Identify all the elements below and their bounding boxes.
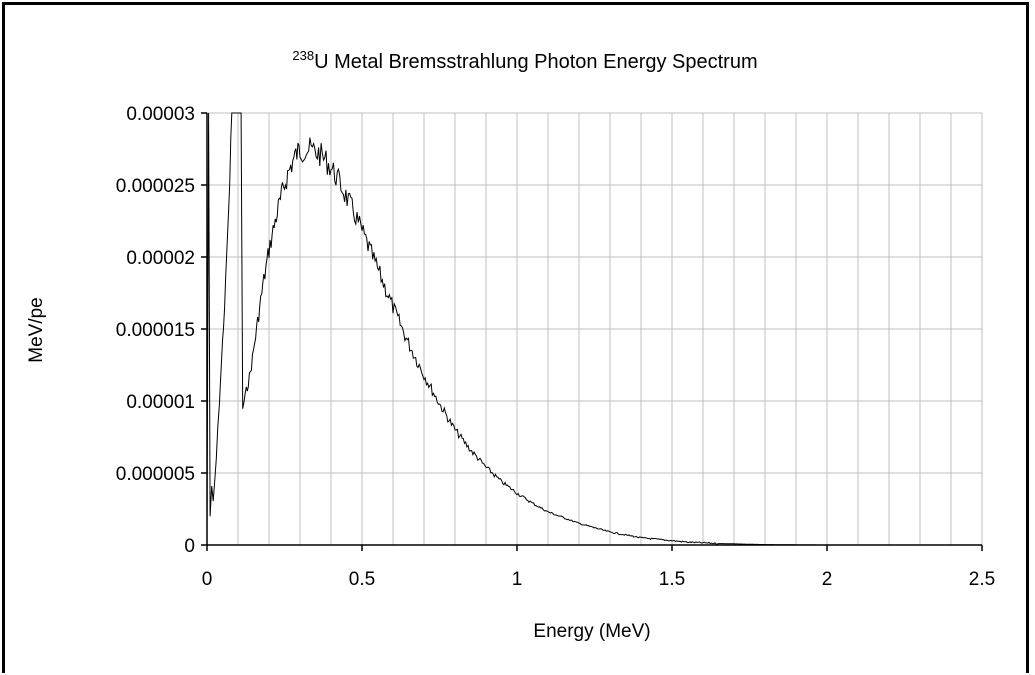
- y-tick-label: 0: [184, 536, 195, 557]
- y-tick-labels: 0 0.000005 0.00001 0.000015 0.00002 0.000025 0…: [116, 104, 195, 557]
- y-tick-label: 0.000005: [116, 464, 195, 485]
- title-text: U Metal Bremsstrahlung Photon Energy Spe…: [314, 51, 758, 73]
- x-tick-label: 0.5: [349, 569, 375, 590]
- x-axis-label: Energy (MeV): [533, 621, 650, 642]
- x-tick-label: 0: [202, 569, 213, 590]
- y-tick-label: 0.00003: [126, 104, 195, 125]
- plot-grid: [207, 112, 983, 545]
- title-superscript: 238: [292, 48, 314, 63]
- y-tick-label: 0.000025: [116, 176, 195, 197]
- x-tick-label: 2.5: [969, 569, 995, 590]
- y-tick-label: 0.00001: [126, 392, 195, 413]
- x-tick-label: 1: [512, 569, 523, 590]
- y-tick-label: 0.000015: [116, 320, 195, 341]
- plot-axes: [201, 112, 983, 551]
- x-tick-label: 1.5: [659, 569, 685, 590]
- x-tick-labels: 0 0.5 1 1.5 2 2.5: [202, 569, 996, 590]
- y-axis-label: MeV/pe: [26, 297, 47, 362]
- chart-title: 238U Metal Bremsstrahlung Photon Energy …: [292, 48, 757, 73]
- x-tick-label: 2: [822, 569, 833, 590]
- y-tick-label: 0.00002: [126, 248, 195, 269]
